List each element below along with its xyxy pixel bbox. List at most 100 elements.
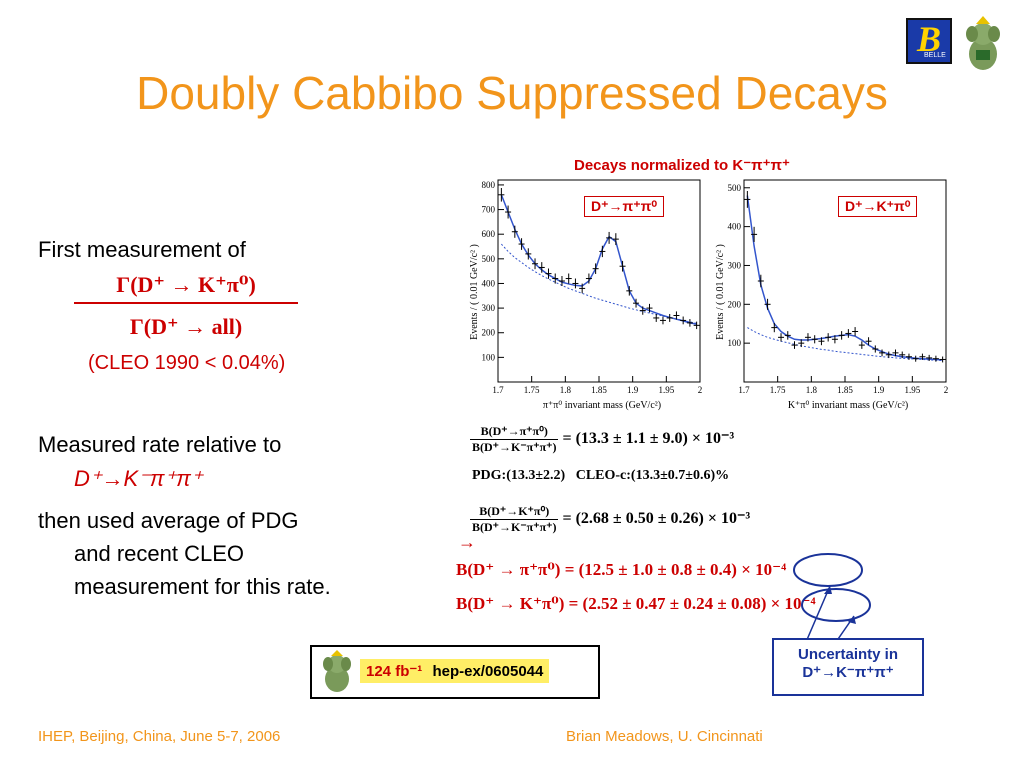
cleo-1990-note: (CLEO 1990 < 0.04%) xyxy=(88,352,286,374)
plot1-point-8 xyxy=(552,273,559,284)
result-pipi0: B(D⁺ → π⁺π⁰) = (12.5 ± 1.0 ± 0.8 ± 0.4) … xyxy=(456,560,787,579)
plot2-point-26 xyxy=(919,353,926,360)
plot2-point-4 xyxy=(771,323,778,333)
plot2-point-11 xyxy=(818,337,825,346)
plot2-xtick-6: 2 xyxy=(944,385,949,395)
first-measurement-text: First measurement of xyxy=(38,237,246,262)
uncertainty-circle-2 xyxy=(801,588,871,622)
plot1-ytick-1: 200 xyxy=(482,328,496,338)
result-kpi0: B(D⁺ → K⁺π⁰) = (2.52 ± 0.47 ± 0.24 ± 0.0… xyxy=(456,594,816,613)
plot1-ytick-3: 400 xyxy=(482,278,496,288)
plot1-point-25 xyxy=(666,313,673,322)
babar-elephant-logo xyxy=(966,16,1000,70)
plot2-ylabel: Events / ( 0.01 GeV/c² ) xyxy=(715,244,726,340)
uncertainty-box: Uncertainty in D⁺→K⁻π⁺π⁺ xyxy=(772,638,924,696)
plot2-ytick-3: 400 xyxy=(728,222,742,232)
uncertainty-line2: D⁺→K⁻π⁺π⁺ xyxy=(802,664,894,681)
eq1: B(D⁺→π⁺π⁰) B(D⁺→K⁻π⁺π⁺) = (13.3 ± 1.1 ± 9… xyxy=(470,424,734,455)
plot2-point-13 xyxy=(831,335,838,344)
plot2-point-27 xyxy=(926,354,933,361)
plot2-point-2 xyxy=(757,274,764,288)
plot1-point-24 xyxy=(659,316,666,325)
plot1-xlabel: π⁺π⁰ invariant mass (GeV/c²) xyxy=(543,400,661,411)
plot1-ytick-7: 800 xyxy=(482,180,496,190)
plot1-background-curve xyxy=(500,243,697,324)
plot2-point-12 xyxy=(825,333,832,342)
belle-logo: B BELLE xyxy=(906,18,952,64)
plot2-xtick-2: 1.8 xyxy=(806,385,818,395)
reference-label: 124 fb⁻¹ hep-ex/0605044 xyxy=(360,659,550,683)
luminosity: 124 fb⁻¹ xyxy=(366,663,423,680)
plot2-background-curve xyxy=(747,327,943,362)
plot1-ytick-0: 100 xyxy=(482,352,496,362)
plot1-xtick-6: 2 xyxy=(698,385,703,395)
plot1-xtick-4: 1.9 xyxy=(627,385,639,395)
plot2-point-6 xyxy=(784,331,791,340)
uncertainty-annotation xyxy=(793,553,871,643)
measurement-for-text: measurement for this rate. xyxy=(74,574,331,599)
eq1-denominator: B(D⁺→K⁻π⁺π⁺) xyxy=(472,440,557,454)
plot1-ytick-2: 300 xyxy=(482,303,496,313)
plot2-point-15 xyxy=(845,329,852,338)
eq2-value: = (2.68 ± 0.50 ± 0.26) × 10⁻³ xyxy=(562,510,751,528)
plot1-point-16 xyxy=(606,231,613,244)
plot2-point-22 xyxy=(892,349,899,357)
plot1-xtick-2: 1.8 xyxy=(560,385,572,395)
then-used-text: then used average of PDG xyxy=(38,508,299,533)
plot-pipi0: 1.7 1.75 1.8 1.85 1.9 1.95 2 100 200 300 400 500 600… xyxy=(469,179,703,411)
plot2-point-0 xyxy=(744,191,751,208)
plot1-point-9 xyxy=(558,276,565,286)
plot2-point-14 xyxy=(838,331,845,340)
plot2-label-box: D⁺→K⁺π⁰ xyxy=(838,196,918,217)
plot2-ytick-2: 300 xyxy=(728,260,742,270)
ratio-numerator: Γ(D⁺ → K⁺π⁰) xyxy=(74,272,298,304)
belle-logo-text: BELLE xyxy=(924,52,946,59)
plot1-point-11 xyxy=(572,278,579,289)
plot2-point-7 xyxy=(791,341,798,349)
plot1-xtick-5: 1.95 xyxy=(658,385,674,395)
plot-kpi0: 1.7 1.75 1.8 1.85 1.9 1.95 2 100 200 300 400 500 K⁺… xyxy=(715,179,949,411)
plot2-point-9 xyxy=(804,333,811,342)
plot2-ytick-4: 500 xyxy=(728,183,742,193)
plot1-point-18 xyxy=(619,260,626,272)
plots-header: Decays normalized to K⁻π⁺π⁺ xyxy=(574,157,790,174)
plot1-point-20 xyxy=(633,298,640,308)
plot1-xtick-3: 1.85 xyxy=(591,385,607,395)
plot2-point-23 xyxy=(899,351,906,359)
pdg-cleo-line: PDG:(13.3±2.2) CLEO-c:(13.3±0.7±0.6)% xyxy=(472,468,730,483)
plot2-ytick-0: 100 xyxy=(728,338,742,348)
eq2: B(D⁺→K⁺π⁰) B(D⁺→K⁻π⁺π⁺) = (2.68 ± 0.50 ± … xyxy=(470,504,750,535)
plot2-point-24 xyxy=(905,353,912,360)
plot1-point-19 xyxy=(626,286,633,296)
plot1-point-13 xyxy=(585,273,592,284)
plot1-ytick-5: 600 xyxy=(482,229,496,239)
plot2-xtick-1: 1.75 xyxy=(770,385,786,395)
uncertainty-line1: Uncertainty in xyxy=(797,646,899,663)
plot1-point-17 xyxy=(612,233,619,246)
eq2-numerator: B(D⁺→K⁺π⁰) xyxy=(470,504,559,520)
plot2-point-28 xyxy=(932,355,939,362)
plot1-point-21 xyxy=(639,306,646,315)
footer-conference: IHEP, Beijing, China, June 5-7, 2006 xyxy=(38,728,281,745)
plot1-label-box: D⁺→π⁺π⁰ xyxy=(584,196,664,217)
plot1-xtick-1: 1.75 xyxy=(524,385,540,395)
plot1-point-27 xyxy=(680,316,687,325)
plot2-ytick-1: 200 xyxy=(728,299,742,309)
plot2-point-10 xyxy=(811,335,818,344)
plot1-point-5 xyxy=(532,258,539,270)
eq1-value: = (13.3 ± 1.1 ± 9.0) × 10⁻³ xyxy=(562,430,735,448)
plot1-point-23 xyxy=(653,313,660,322)
eq2-denominator: B(D⁺→K⁻π⁺π⁺) xyxy=(472,520,557,534)
reference-box: 124 fb⁻¹ hep-ex/0605044 xyxy=(310,645,600,699)
uncertainty-circle-1 xyxy=(793,553,863,587)
and-recent-text: and recent CLEO xyxy=(74,541,244,566)
plot2-xtick-0: 1.7 xyxy=(738,385,750,395)
plot2-xlabel: K⁺π⁰ invariant mass (GeV/c²) xyxy=(788,400,908,411)
plot2-point-16 xyxy=(852,327,859,336)
plot1-point-3 xyxy=(518,238,525,250)
ratio-denominator: Γ(D⁺ → all) xyxy=(129,314,243,339)
plot1-point-14 xyxy=(592,263,599,274)
plot1-point-15 xyxy=(599,245,606,258)
plot2-point-8 xyxy=(798,339,805,348)
plot1-point-28 xyxy=(686,319,693,327)
